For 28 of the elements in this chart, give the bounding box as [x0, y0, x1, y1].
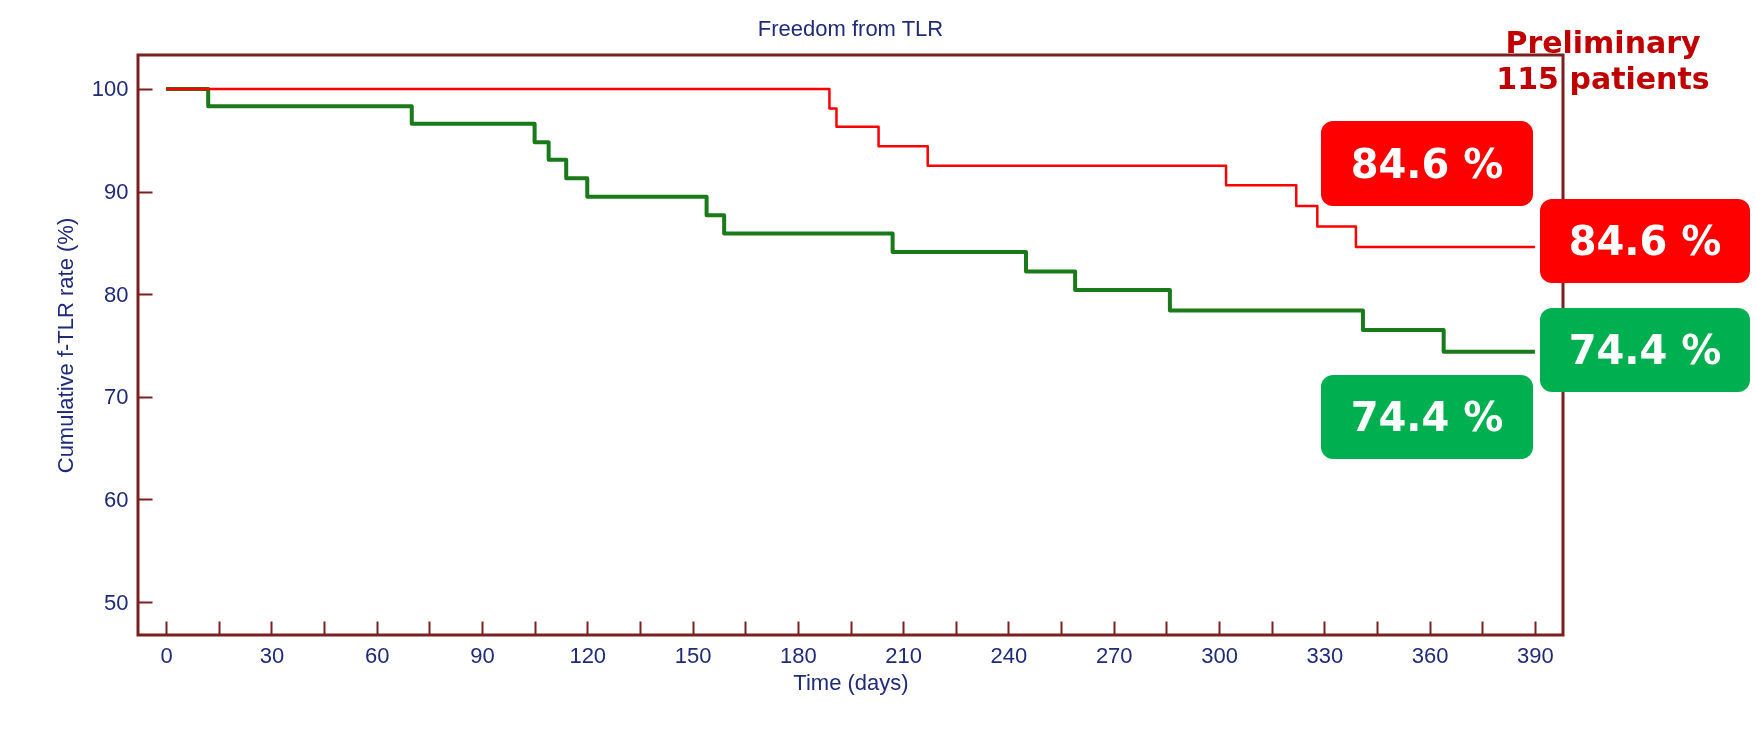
x-tick-label: 60 [364, 642, 390, 668]
y-tick-label: 80 [104, 281, 129, 307]
x-tick-label: 30 [259, 642, 285, 668]
y-axis-title: Cumulative f-TLR rate (%) [52, 217, 78, 474]
x-tick-label: 210 [885, 642, 923, 668]
x-tick-label: 120 [569, 642, 607, 668]
x-tick-label: 390 [1517, 642, 1554, 668]
x-tick-label: 330 [1306, 642, 1344, 668]
text: 84.6 % [1540, 199, 1750, 283]
x-tick-label: 270 [1095, 642, 1133, 668]
y-tick-label: 70 [104, 384, 129, 410]
x-tick-label: 360 [1411, 642, 1449, 668]
annotation: 74.4 % [1321, 375, 1533, 459]
chart-title: Freedom from TLR [757, 16, 944, 41]
y-tick-label: 90 [104, 179, 129, 205]
x-tick-label: 180 [779, 642, 817, 668]
annotation: 84.6 % [1321, 121, 1533, 206]
x-tick-label: 150 [674, 642, 712, 668]
y-tick-label: 50 [104, 589, 129, 615]
annotation: Preliminary 115 patients [1495, 25, 1711, 97]
x-tick-label: 300 [1201, 642, 1238, 668]
x-axis-title: Time (days) [793, 669, 909, 695]
x-tick-label: 0 [160, 642, 173, 668]
y-tick-label: 60 [104, 487, 129, 512]
x-tick-label: 240 [990, 642, 1028, 668]
x-tick-label: 90 [470, 642, 495, 668]
y-tick-label: 100 [91, 76, 129, 102]
text: 74.4 % [1540, 308, 1750, 392]
